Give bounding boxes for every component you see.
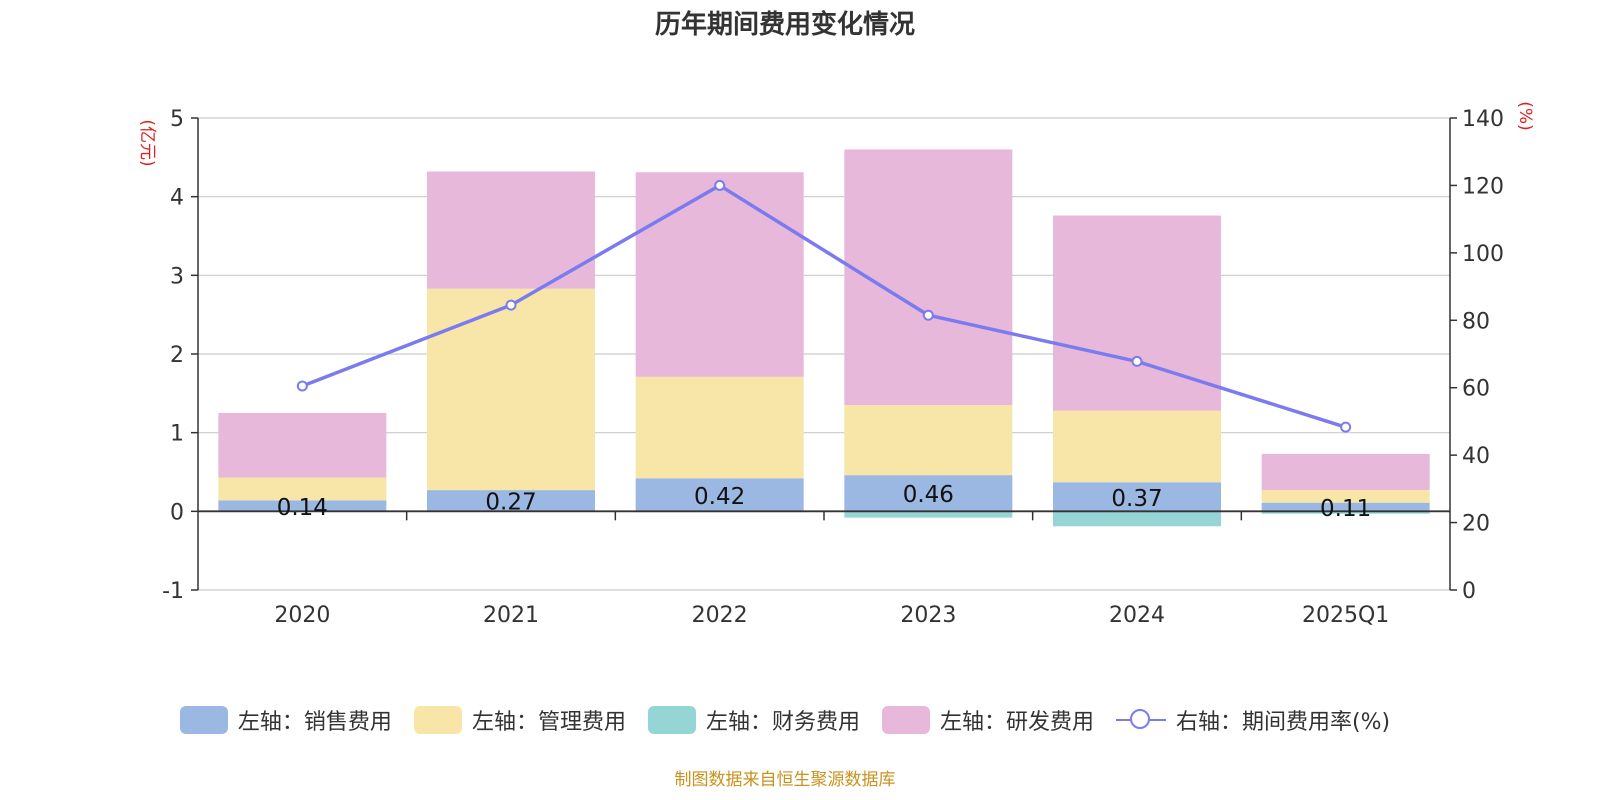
data-label-sales: 0.14 bbox=[277, 495, 328, 521]
bar-rnd-2025Q1 bbox=[1261, 453, 1430, 491]
bar-rnd-2020 bbox=[218, 413, 387, 478]
right-axis-tick-label: 80 bbox=[1462, 309, 1490, 334]
bar-sales-2022 bbox=[635, 478, 804, 512]
right-axis-unit: (%) bbox=[1515, 101, 1535, 130]
legend-swatch-rate bbox=[1115, 706, 1166, 734]
right-axis-tick-label: 140 bbox=[1462, 107, 1504, 132]
data-label-sales: 0.37 bbox=[1111, 486, 1162, 512]
bar-sales-2023 bbox=[844, 475, 1013, 512]
right-axis-tick-label: 100 bbox=[1462, 242, 1504, 267]
right-axis-tick-label: 40 bbox=[1462, 444, 1490, 469]
bar-rnd-2021 bbox=[427, 171, 595, 289]
rate-line bbox=[301, 183, 1347, 429]
legend-swatch-sales bbox=[179, 706, 228, 734]
x-axis-tick-label: 2021 bbox=[483, 603, 539, 628]
legend-swatch-admin bbox=[413, 706, 462, 734]
bar-sales-2024 bbox=[1053, 482, 1221, 512]
x-axis-tick-label: 2020 bbox=[274, 603, 330, 628]
legend-item-admin[interactable]: 左轴：管理费用 bbox=[413, 704, 626, 736]
legend-item-sales[interactable]: 左轴：销售费用 bbox=[179, 704, 392, 736]
right-axis-tick-label: 60 bbox=[1462, 377, 1490, 402]
left-axis-tick-label: 5 bbox=[170, 107, 184, 132]
x-axis-tick-label: 2025Q1 bbox=[1302, 603, 1389, 628]
bar-sales-2021 bbox=[427, 490, 595, 512]
bar-admin-2021 bbox=[427, 288, 595, 491]
bar-finance-2024 bbox=[1053, 511, 1221, 527]
left-axis-tick-label: -1 bbox=[162, 579, 184, 604]
data-label-sales: 0.42 bbox=[694, 484, 745, 510]
rate-point-2025Q1 bbox=[1340, 421, 1352, 433]
data-source-note: 制图数据来自恒生聚源数据库 bbox=[674, 770, 896, 790]
bar-admin-2025Q1 bbox=[1261, 490, 1430, 503]
legend-item-finance[interactable]: 左轴：财务费用 bbox=[647, 704, 860, 736]
bar-admin-2024 bbox=[1053, 410, 1221, 483]
chart-plot: -1 0 1 2 3 4 5 0 20 40 60 80 100 120 140 (亿元) (%) 0.14 0.2… bbox=[137, 101, 1535, 628]
legend-label: 左轴：管理费用 bbox=[471, 710, 626, 735]
data-label-sales: 0.27 bbox=[485, 490, 536, 516]
data-label-sales: 0.46 bbox=[903, 482, 954, 508]
right-axis-tick-label: 20 bbox=[1462, 512, 1490, 537]
chart-legend: 左轴：销售费用 左轴：管理费用 左轴：财务费用 左轴：研发费用 右轴：期间费用率(%) bbox=[0, 704, 1570, 736]
x-axis-tick-label: 2022 bbox=[692, 603, 748, 628]
chart-title: 历年期间费用变化情况 bbox=[654, 10, 915, 40]
legend-swatch-rnd bbox=[881, 706, 930, 734]
legend-label: 右轴：期间费用率(%) bbox=[1175, 710, 1391, 735]
left-axis-tick-label: 2 bbox=[170, 343, 184, 368]
right-axis-tick-label: 120 bbox=[1462, 174, 1504, 199]
data-label-sales: 0.11 bbox=[1320, 496, 1371, 522]
right-axis-tick-label: 0 bbox=[1462, 579, 1476, 604]
legend-label: 左轴：研发费用 bbox=[939, 710, 1094, 735]
bar-admin-2022 bbox=[635, 376, 804, 479]
rate-point-2024 bbox=[1131, 355, 1143, 367]
legend-item-rate[interactable]: 右轴：期间费用率(%) bbox=[1115, 704, 1391, 736]
bar-sales-2020 bbox=[218, 500, 387, 512]
rate-point-2020 bbox=[296, 380, 308, 392]
bar-finance-2023 bbox=[844, 511, 1013, 518]
left-axis-tick-label: 0 bbox=[170, 500, 184, 525]
bar-sales-2025Q1 bbox=[1261, 502, 1430, 512]
bar-rnd-2023 bbox=[844, 149, 1013, 406]
rate-point-2021 bbox=[505, 299, 517, 311]
bar-admin-2020 bbox=[218, 477, 387, 501]
legend-label: 左轴：财务费用 bbox=[705, 710, 860, 735]
left-axis-tick-label: 1 bbox=[170, 422, 184, 447]
legend-swatch-finance bbox=[647, 706, 696, 734]
x-axis-tick-label: 2024 bbox=[1109, 603, 1165, 628]
rate-point-2023 bbox=[922, 309, 934, 321]
legend-label: 左轴：销售费用 bbox=[237, 710, 392, 735]
bar-finance-2025Q1 bbox=[1261, 511, 1430, 514]
rate-point-2022 bbox=[714, 179, 726, 191]
x-axis-tick-label: 2023 bbox=[900, 603, 956, 628]
bar-rnd-2022 bbox=[635, 172, 804, 377]
left-axis-tick-label: 3 bbox=[170, 264, 184, 289]
bar-admin-2023 bbox=[844, 405, 1013, 476]
left-axis-tick-label: 4 bbox=[170, 186, 184, 211]
left-axis-unit: (亿元) bbox=[137, 119, 157, 166]
legend-item-rnd[interactable]: 左轴：研发费用 bbox=[881, 704, 1094, 736]
